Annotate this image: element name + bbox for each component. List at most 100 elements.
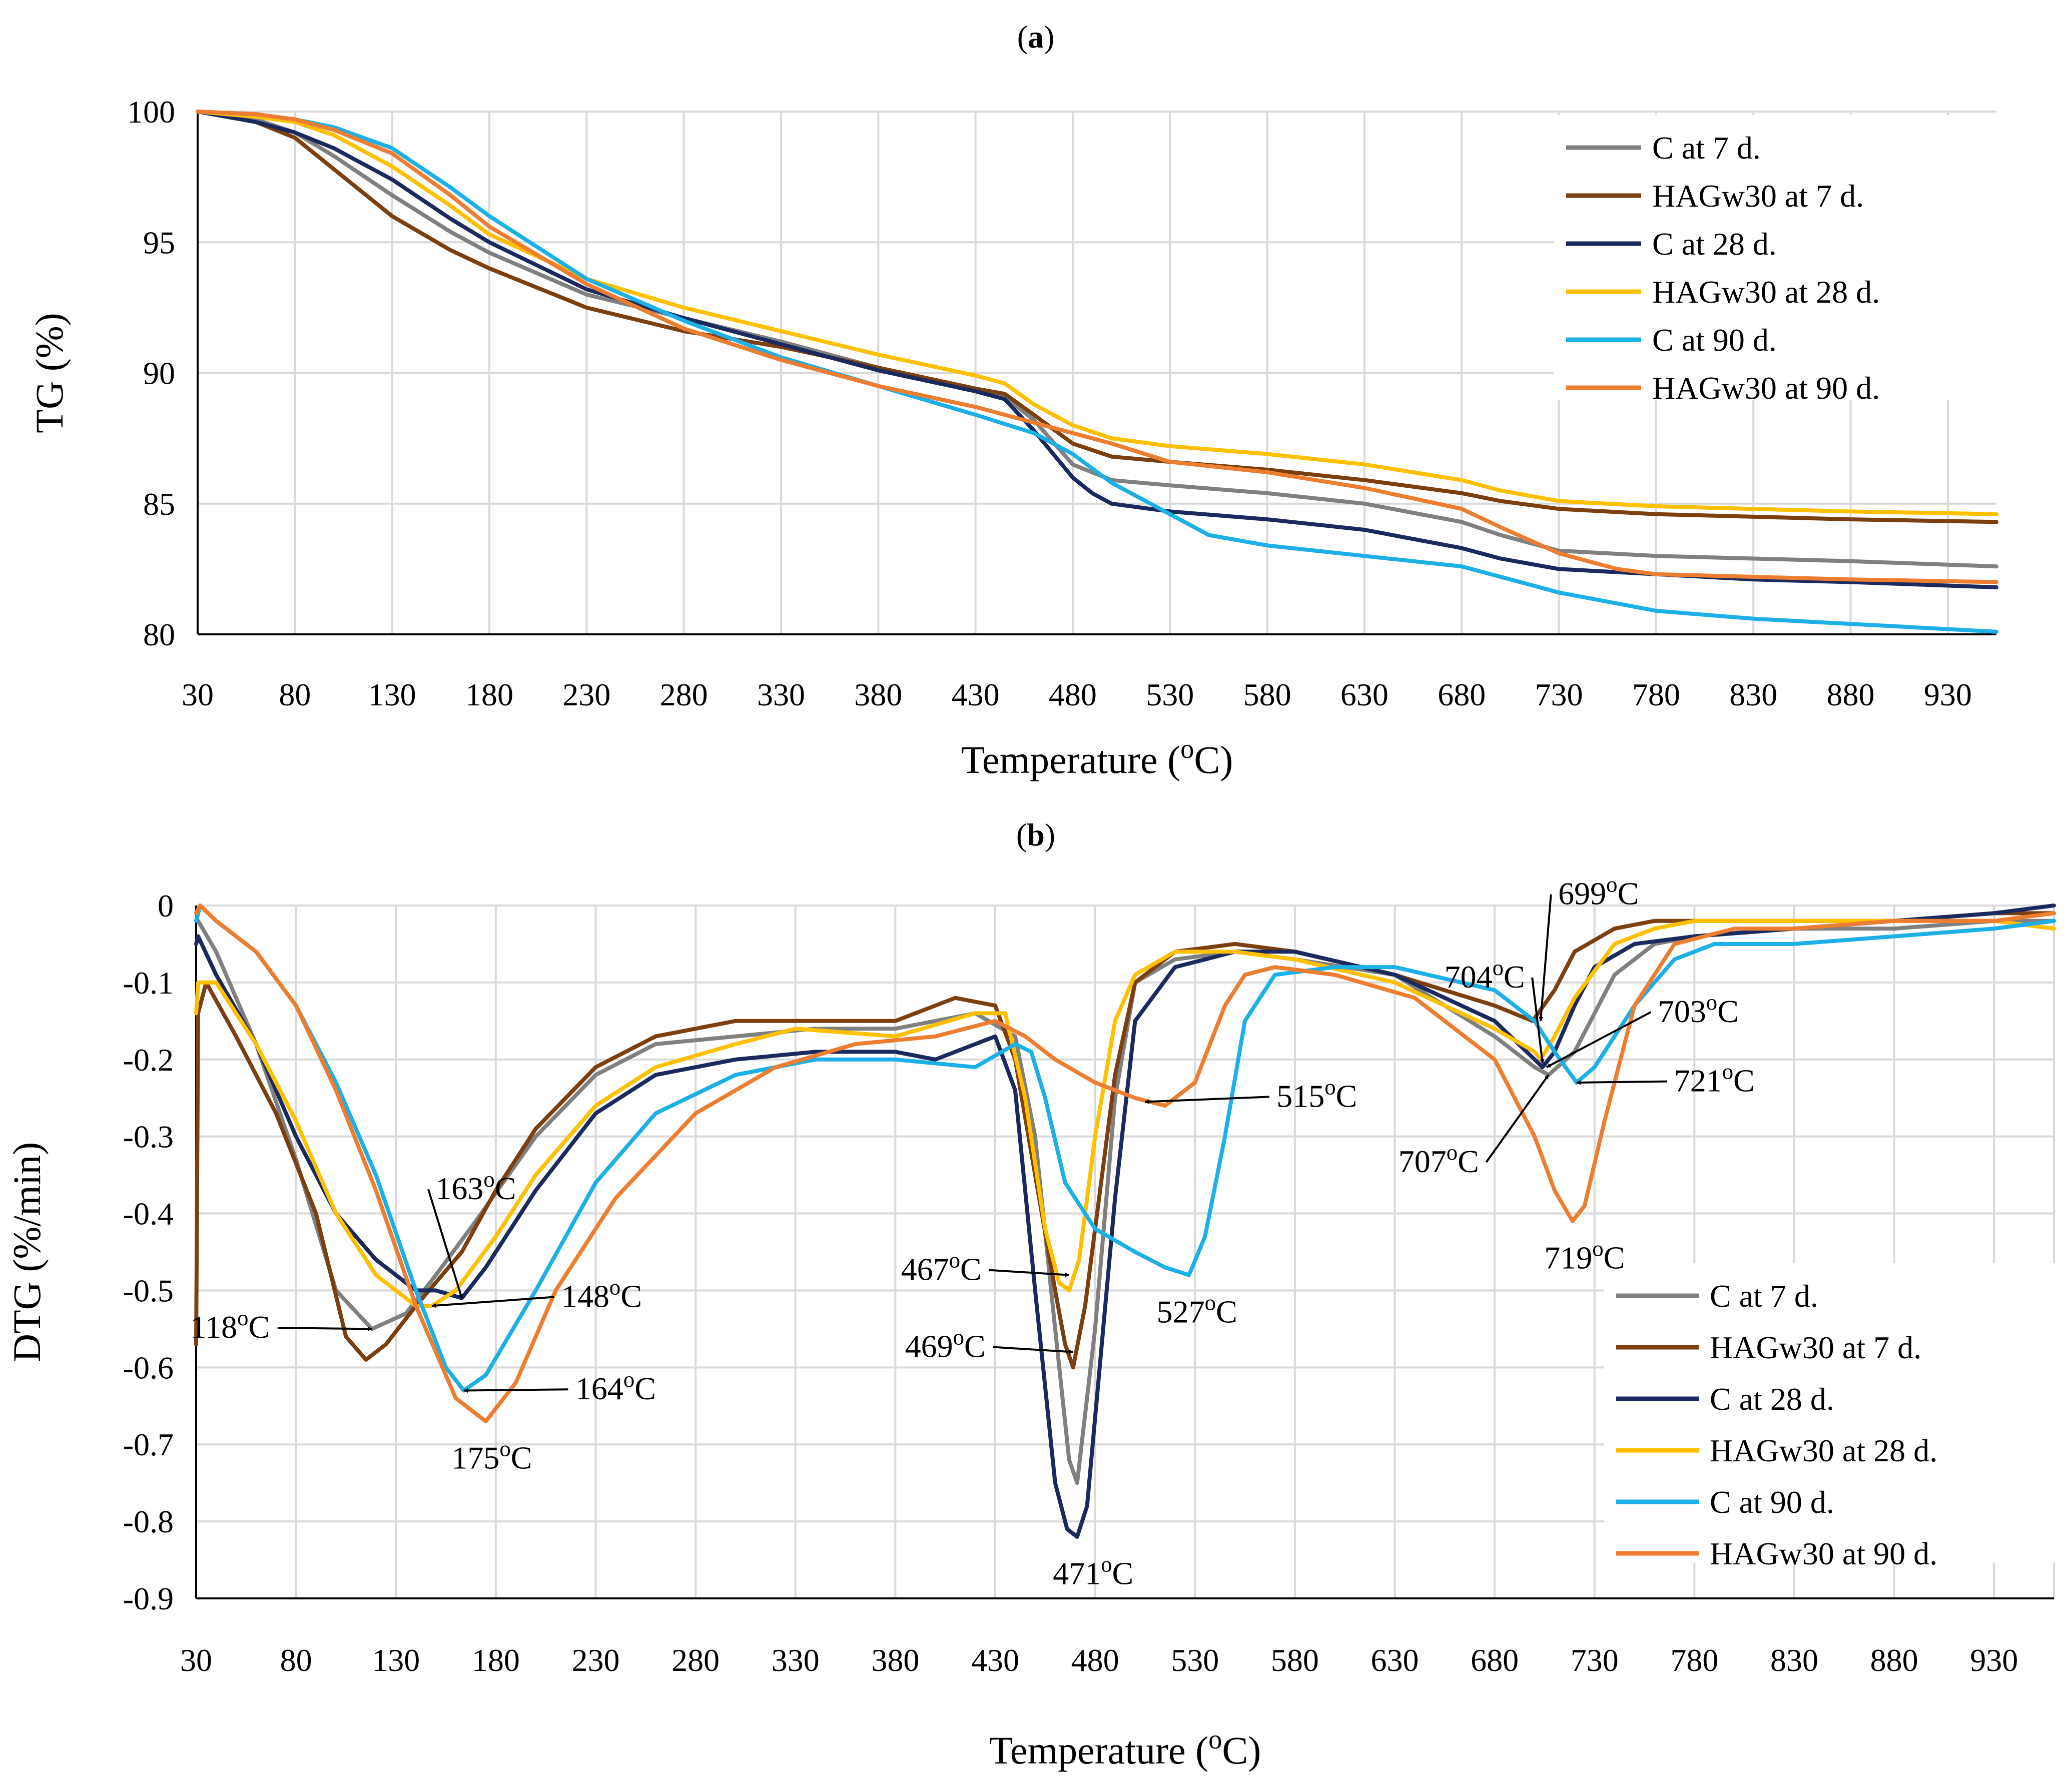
panel-label: (a) [1017, 19, 1055, 55]
series-line [196, 110, 1998, 584]
series-line [196, 110, 1998, 516]
x-tick-label: 380 [854, 677, 902, 712]
annotation-label: 163oC [435, 1167, 516, 1206]
annotation-label: 148oC [561, 1275, 642, 1314]
annotation-label: 703oC [1658, 990, 1739, 1029]
annotation-arrow [1576, 1080, 1667, 1085]
legend-label: C at 90 d. [1652, 322, 1777, 358]
y-tick-label: -0.1 [123, 965, 174, 1001]
x-tick-label: 80 [279, 677, 311, 712]
panel-label: (b) [1016, 817, 1055, 852]
y-axis-title: TG (%) [28, 313, 71, 433]
x-tick-label: 530 [1146, 677, 1194, 712]
y-tick-label: 95 [143, 225, 175, 260]
y-tick-label: -0.4 [123, 1196, 174, 1232]
x-tick-label: 480 [1071, 1642, 1119, 1678]
legend-label: C at 7 d. [1710, 1278, 1818, 1314]
x-tick-label: 530 [1171, 1642, 1219, 1678]
x-tick-label: 630 [1340, 677, 1389, 712]
x-tick-label: 180 [465, 677, 513, 712]
y-axis-title: DTG (%/min) [5, 1142, 49, 1362]
x-tick-label: 80 [280, 1642, 312, 1678]
x-tick-label: 30 [180, 1642, 212, 1678]
x-tick-label: 780 [1632, 677, 1680, 712]
annotation-arrow [1531, 977, 1545, 1064]
x-tick-label: 930 [1970, 1642, 2018, 1678]
legend-label: HAGw30 at 28 d. [1710, 1433, 1937, 1468]
x-tick-label: 330 [757, 677, 805, 712]
legend-label: HAGw30 at 90 d. [1710, 1536, 1937, 1571]
y-tick-label: 80 [143, 617, 175, 652]
annotation-arrow [1546, 1011, 1652, 1068]
x-tick-label: 130 [372, 1642, 420, 1678]
annotation-label: 471oC [1053, 1552, 1133, 1591]
x-tick-label: 680 [1438, 677, 1486, 712]
panel-b-dtg-chart: (b) 30 80 130 180 230 280 330 380 430 480 530 580 630… [5, 817, 2072, 1772]
legend-label: HAGw30 at 90 d. [1652, 370, 1880, 406]
annotation-label: 527oC [1157, 1290, 1237, 1329]
y-tick-label: -0.5 [123, 1273, 174, 1308]
legend-label: HAGw30 at 7 d. [1710, 1330, 1921, 1365]
y-tick-label: 85 [143, 486, 175, 522]
series-line [194, 904, 2056, 1539]
annotation-arrow [427, 1189, 463, 1299]
series-line [196, 110, 1998, 524]
y-tick-label: 90 [143, 356, 175, 391]
x-tick-label: 880 [1870, 1642, 1918, 1678]
x-tick-label: 330 [772, 1642, 820, 1678]
annotation-label: 721oC [1674, 1059, 1755, 1099]
y-tick-label: -0.9 [123, 1581, 174, 1616]
annotation-arrow [1539, 894, 1552, 1022]
series-line [194, 904, 2056, 1393]
legend-label: HAGw30 at 7 d. [1652, 178, 1864, 214]
annotation-arrow [993, 1346, 1074, 1354]
x-tick-label: 280 [660, 677, 708, 712]
annotation-label: 164oC [575, 1367, 656, 1406]
series-line [196, 110, 1998, 589]
annotation-label: 699oC [1558, 872, 1639, 912]
annotation-arrow [431, 1296, 554, 1308]
x-tick-label: 180 [472, 1642, 520, 1678]
x-tick-label: 130 [368, 677, 416, 712]
x-tick-label: 830 [1729, 677, 1777, 712]
legend-background [1554, 115, 2034, 400]
x-axis-title: Temperature (oC) [961, 733, 1233, 782]
x-tick-label: 30 [182, 677, 214, 712]
x-tick-label: 880 [1827, 677, 1875, 712]
annotation-arrow [277, 1326, 373, 1331]
legend-label: C at 90 d. [1710, 1484, 1834, 1520]
annotation-label: 175oC [451, 1436, 532, 1476]
x-tick-label: 730 [1571, 1642, 1619, 1678]
panel-a-tg-chart: (a)30 80 130 180 230 280 330 380 430 480 530 580 630… [28, 19, 2034, 781]
x-tick-label: 230 [571, 1642, 619, 1678]
annotation-arrow [463, 1388, 568, 1393]
annotation-label: 467oC [901, 1248, 982, 1287]
x-tick-label: 580 [1271, 1642, 1319, 1678]
legend: C at 7 d. HAGw30 at 7 d. C at 28 d. HAGw30 … [1604, 1263, 2072, 1571]
y-tick-label: -0.8 [123, 1504, 174, 1539]
y-tick-label: -0.3 [123, 1119, 174, 1155]
annotation-arrow [989, 1269, 1070, 1277]
x-axis-title: Temperature (oC) [989, 1724, 1261, 1772]
annotation-label: 118oC [191, 1305, 270, 1345]
x-tick-label: 480 [1049, 677, 1097, 712]
x-tick-label: 680 [1471, 1642, 1519, 1678]
series-line [196, 110, 1998, 634]
x-tick-label: 730 [1535, 677, 1583, 712]
y-tick-label: -0.6 [123, 1350, 174, 1385]
annotation-label: 704oC [1445, 955, 1525, 995]
x-tick-label: 630 [1370, 1642, 1419, 1678]
x-tick-label: 580 [1243, 677, 1291, 712]
x-tick-label: 280 [671, 1642, 720, 1678]
annotation-label: 707oC [1399, 1140, 1479, 1179]
legend: C at 7 d. HAGw30 at 7 d. C at 28 d. HAGw30 … [1554, 115, 2034, 406]
y-tick-label: -0.2 [123, 1042, 174, 1078]
legend-label: C at 28 d. [1652, 226, 1777, 262]
legend-label: C at 28 d. [1710, 1381, 1834, 1417]
series-line [194, 904, 2056, 1424]
y-tick-label: -0.7 [123, 1427, 174, 1462]
legend-label: C at 7 d. [1652, 130, 1761, 166]
x-tick-label: 430 [952, 677, 1000, 712]
y-tick-label: 0 [158, 888, 174, 924]
